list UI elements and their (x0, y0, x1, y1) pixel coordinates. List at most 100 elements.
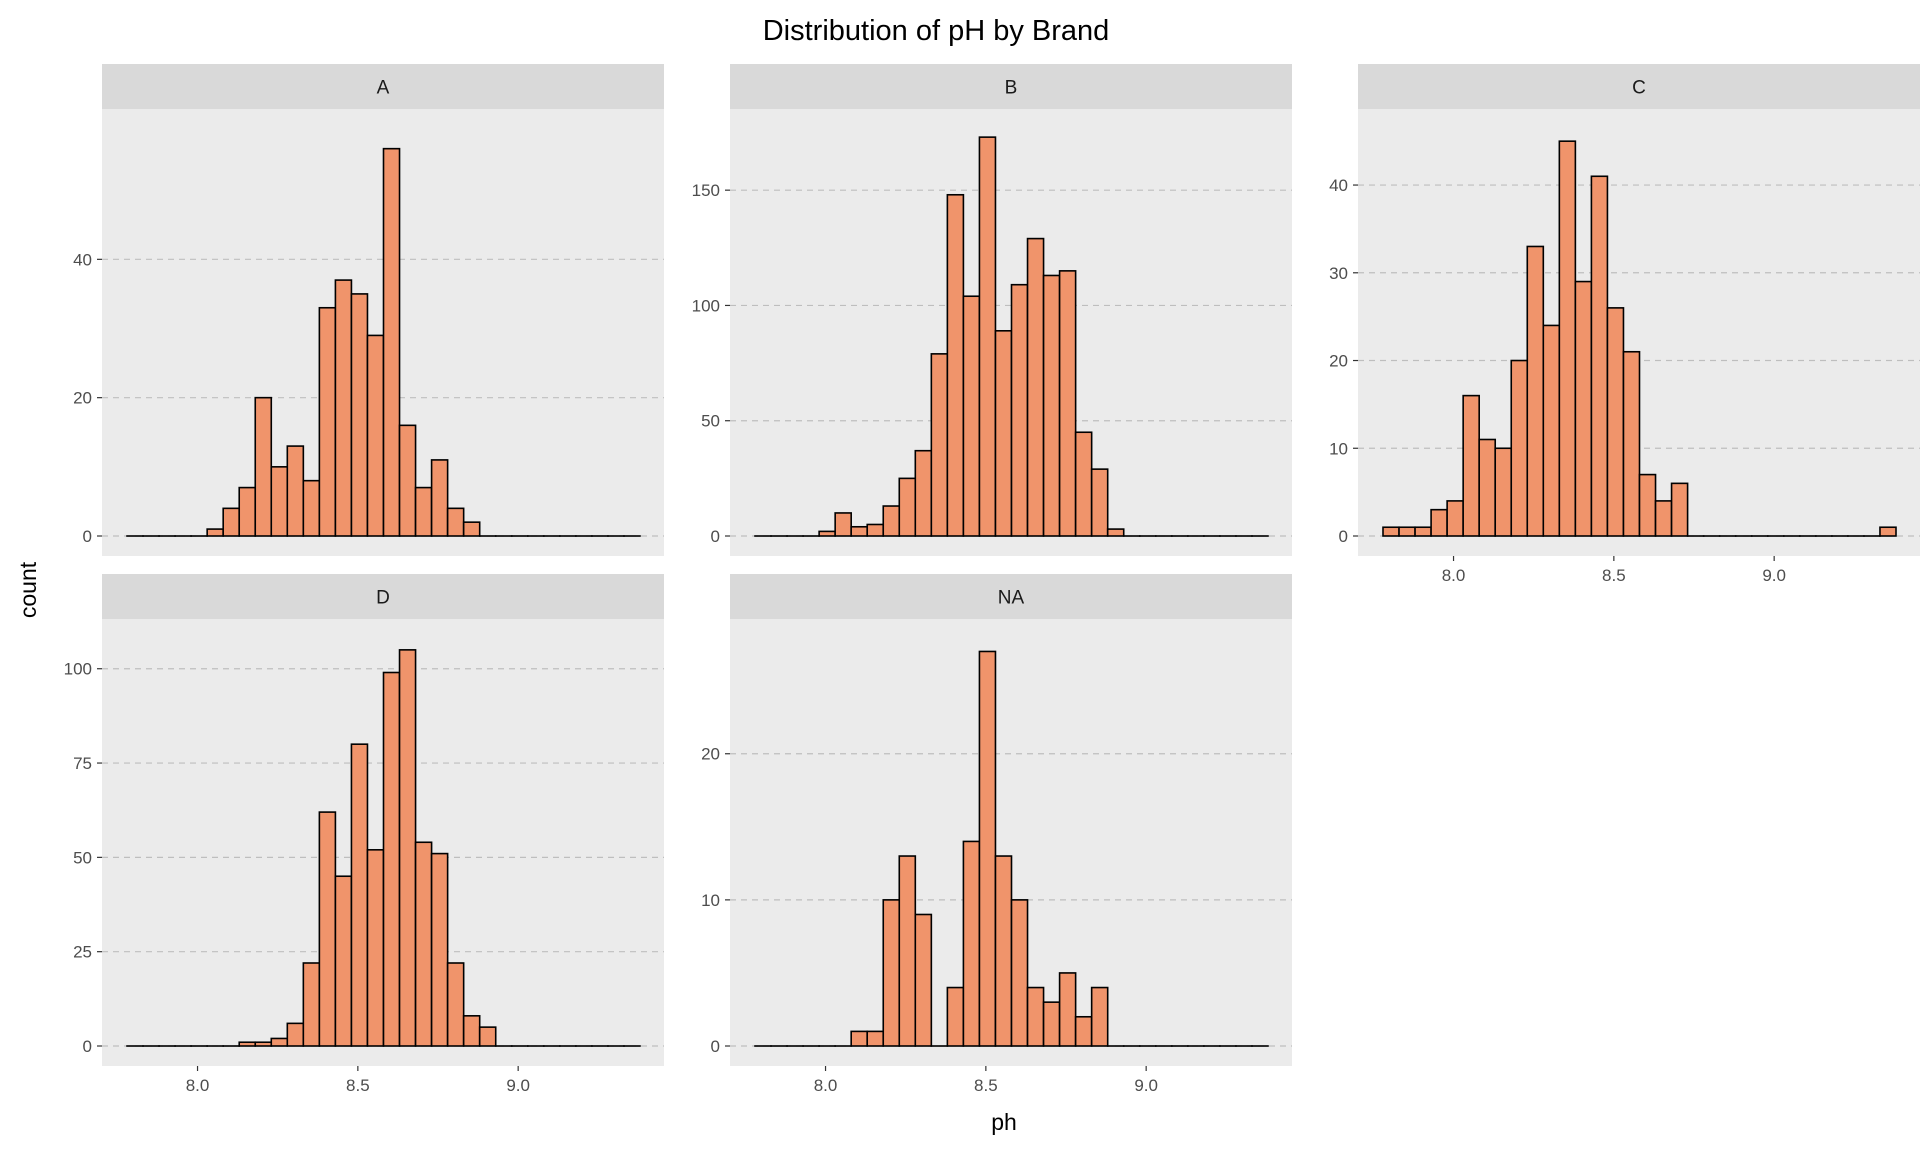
facet-strip (102, 574, 664, 619)
facet-strip-label: NA (998, 588, 1025, 609)
histogram-bar (334, 875, 353, 1047)
y-axis-title: count (15, 561, 41, 618)
histogram-bar (462, 1015, 481, 1047)
facet-strip (102, 64, 664, 109)
histogram-bar (398, 649, 417, 1047)
x-tick-label: 9.0 (506, 1076, 530, 1095)
histogram-bar (286, 1022, 305, 1047)
histogram-bar (1494, 447, 1513, 537)
histogram-bar (978, 650, 997, 1047)
histogram-bar (286, 445, 305, 537)
y-tick-label: 0 (1339, 527, 1348, 546)
chart-title: Distribution of pH by Brand (763, 15, 1110, 47)
x-tick-label: 8.5 (974, 1076, 998, 1095)
facet-strip (1358, 64, 1920, 109)
histogram-bar (882, 505, 901, 537)
facet-panel-a: A 0 20 40 (73, 64, 664, 556)
histogram-bar (270, 1037, 289, 1047)
histogram-bar (318, 811, 337, 1047)
histogram-bar (398, 424, 417, 537)
y-tick-label: 20 (73, 389, 92, 408)
facet-panel-na: NA 0 10 20 8.0 8.5 9.0 (701, 574, 1292, 1095)
histogram-bar (930, 353, 949, 537)
y-tick-label: 100 (64, 660, 92, 679)
histogram-bar (1526, 245, 1545, 537)
histogram-bar (882, 899, 901, 1047)
histogram-bar (1590, 175, 1609, 537)
histogram-bar (270, 466, 289, 537)
histogram-bar (946, 193, 965, 537)
histogram-bar (1010, 283, 1029, 537)
histogram-bar (914, 913, 933, 1047)
histogram-bar (222, 507, 241, 537)
histogram-bar (1058, 972, 1077, 1047)
histogram-bar (1879, 526, 1897, 537)
y-tick-label: 10 (1329, 439, 1348, 458)
histogram-bar (1462, 394, 1480, 537)
histogram-bar (1026, 237, 1045, 537)
histogram-bar (238, 486, 257, 537)
y-tick-label: 150 (692, 181, 720, 200)
y-tick-label: 50 (701, 412, 720, 431)
histogram-bar (962, 295, 981, 537)
x-tick-label: 9.0 (1134, 1076, 1158, 1095)
y-tick-label: 25 (73, 943, 92, 962)
histogram-bar (898, 855, 917, 1047)
histogram-bar (898, 477, 917, 537)
histogram-bar (206, 528, 224, 537)
histogram-bar (850, 525, 869, 537)
histogram-bar (834, 512, 852, 537)
y-tick-label: 75 (73, 754, 92, 773)
histogram-bar (462, 521, 481, 537)
histogram-bar (1430, 508, 1448, 537)
histogram-bar (1654, 500, 1673, 537)
histogram-bar (334, 279, 353, 537)
histogram-bar (382, 671, 401, 1047)
histogram-bar (1478, 438, 1497, 537)
histogram-bar (1042, 274, 1061, 537)
y-tick-label: 0 (83, 527, 92, 546)
histogram-bar (1414, 526, 1432, 537)
histogram-bar (1574, 280, 1593, 537)
histogram-bar (1542, 324, 1561, 537)
histogram-bar (446, 962, 465, 1047)
histogram-bar (414, 841, 433, 1047)
histogram-bar (962, 840, 981, 1047)
histogram-bar (302, 479, 321, 537)
histogram-bar (1606, 307, 1625, 537)
y-tick-label: 10 (701, 891, 720, 910)
histogram-bar (302, 962, 321, 1047)
histogram-bar (1446, 500, 1464, 537)
facet-strip (730, 64, 1292, 109)
histogram-bar (366, 334, 385, 537)
y-tick-label: 100 (692, 296, 720, 315)
histogram-bar (1510, 359, 1529, 537)
facet-strip-label: D (376, 588, 390, 609)
histogram-bar (1558, 140, 1577, 537)
histogram-bar (1026, 986, 1045, 1047)
histogram-bar (1074, 1015, 1093, 1047)
facet-panel-c: C 0 10 20 30 40 8.0 8.5 9.0 (1329, 64, 1920, 585)
x-tick-label: 8.5 (1602, 566, 1626, 585)
histogram-bar (866, 523, 885, 537)
histogram-bar (350, 743, 369, 1047)
histogram-bar (850, 1030, 869, 1047)
histogram-bar (430, 459, 449, 537)
y-tick-label: 30 (1329, 264, 1348, 283)
histogram-bar (238, 1041, 257, 1047)
x-axis-title: ph (991, 1109, 1017, 1135)
x-tick-label: 8.0 (814, 1076, 838, 1095)
histogram-bar (978, 136, 997, 537)
histogram-bar (382, 147, 401, 537)
x-tick-label: 8.5 (346, 1076, 370, 1095)
histogram-bar (1042, 1001, 1061, 1047)
histogram-bar (1622, 350, 1641, 537)
histogram-bar (1638, 473, 1657, 537)
x-tick-label: 8.0 (1442, 566, 1466, 585)
histogram-bar (1074, 431, 1093, 537)
y-tick-label: 40 (1329, 176, 1348, 195)
y-tick-label: 0 (711, 527, 720, 546)
x-tick-label: 8.0 (186, 1076, 210, 1095)
